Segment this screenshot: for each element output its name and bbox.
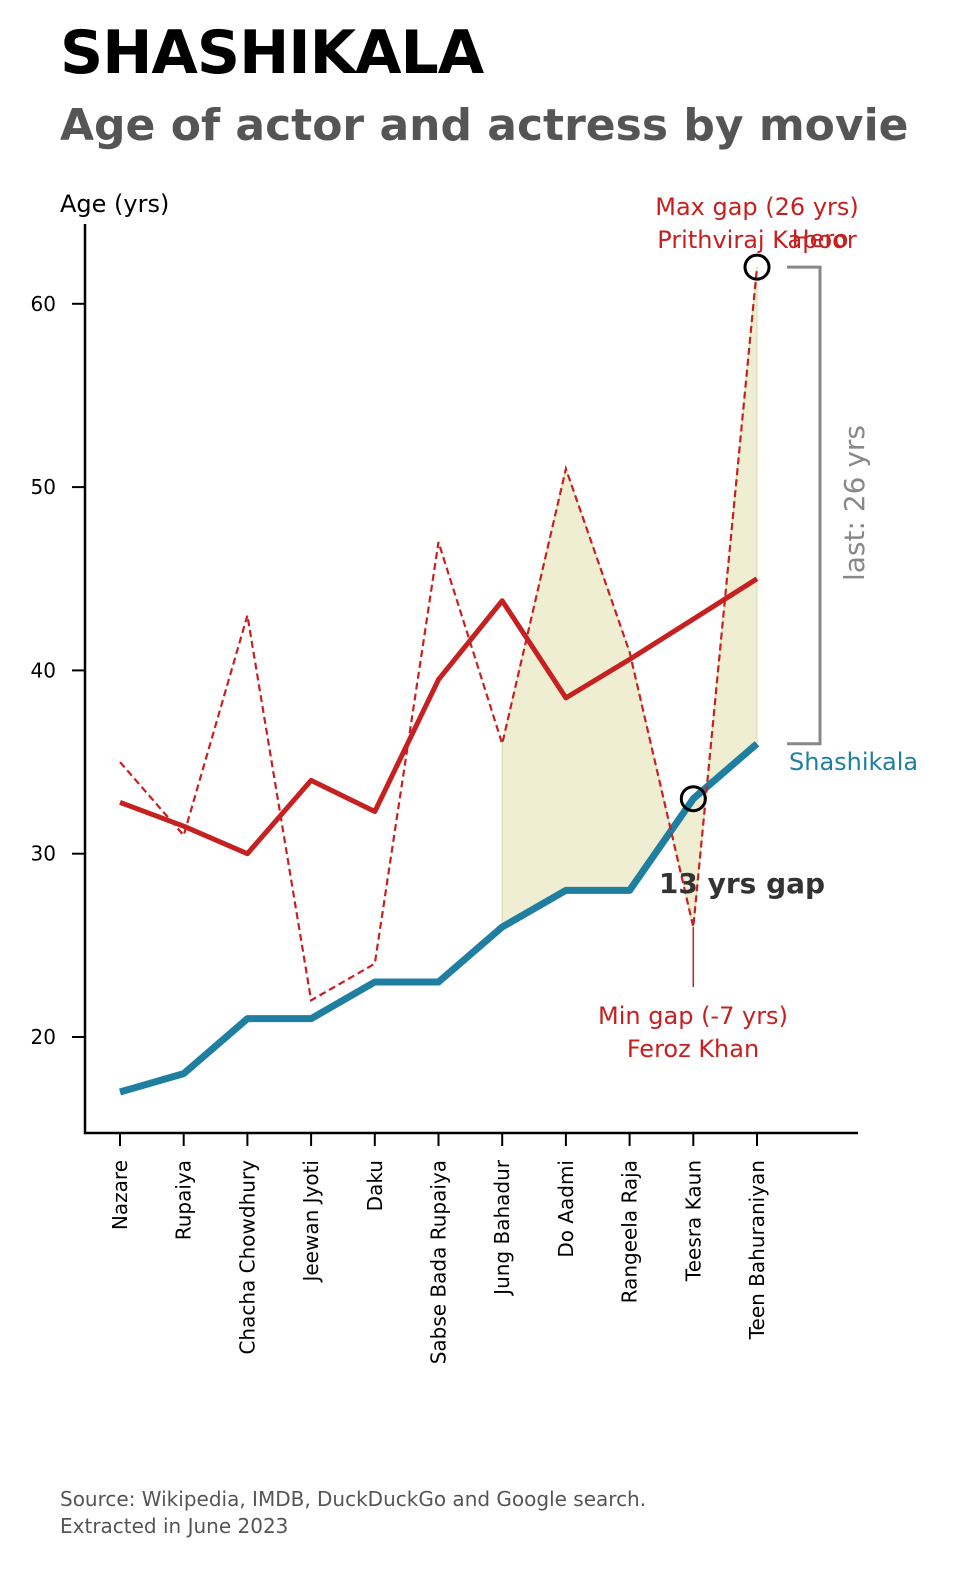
x-tick-label: Nazare (108, 1160, 132, 1230)
chart-subtitle: Age of actor and actress by movie (60, 100, 909, 151)
gap-shading (501, 267, 758, 928)
x-tick-label: Rangeela Raja (618, 1160, 642, 1303)
max-gap-actor-label: Prithviraj Kapoor (657, 226, 857, 254)
max-gap-overlay-label: Hero (792, 225, 849, 253)
min-gap-actor-label: Feroz Khan (627, 1035, 759, 1063)
x-tick-label: Do Aadmi (554, 1160, 578, 1258)
x-tick-label: Chacha Chowdhury (235, 1160, 259, 1355)
x-tick-label: Sabse Bada Rupaiya (427, 1160, 451, 1364)
extraction-date: Extracted in June 2023 (60, 1514, 289, 1538)
y-tick-label: 50 (31, 475, 56, 499)
current-gap-label: 13 yrs gap (659, 867, 825, 900)
shashikala-series-label: Shashikala (789, 748, 918, 776)
y-tick-label: 30 (31, 842, 56, 866)
source-line: Source: Wikipedia, IMDB, DuckDuckGo and … (60, 1487, 647, 1511)
last-gap-label: last: 26 yrs (838, 425, 871, 581)
chart-title: SHASHIKALA (60, 18, 484, 88)
min-gap-marker (679, 785, 707, 813)
y-axis-label: Age (yrs) (60, 190, 169, 218)
x-tick-label: Rupaiya (172, 1160, 196, 1240)
max-gap-label: Max gap (26 yrs) (655, 193, 859, 221)
y-tick-label: 40 (31, 658, 56, 682)
actor-age-smoothed-line (119, 576, 759, 857)
series-lines (119, 267, 760, 1096)
x-tick-label: Teen Bahuraniyan (745, 1160, 769, 1340)
x-tick-label: Jung Bahadur (490, 1159, 514, 1297)
x-tick-label: Teesra Kaun (681, 1160, 705, 1282)
x-tick-label: Jeewan Jyoti (299, 1160, 323, 1284)
gap-area (501, 267, 758, 928)
actress-age-line (119, 741, 760, 1096)
line-chart: Age (yrs) 20 30 40 50 60 Nazare Rupaiya Chacha… (31, 190, 919, 1364)
last-gap-bracket (787, 265, 822, 746)
axes (83, 224, 858, 1135)
x-tick-label: Daku (363, 1160, 387, 1211)
source-note: Source: Wikipedia, IMDB, DuckDuckGo and … (60, 1486, 646, 1540)
min-gap-label: Min gap (-7 yrs) (598, 1002, 788, 1030)
y-ticks: 20 30 40 50 60 (31, 292, 85, 1049)
actor-age-line (119, 267, 759, 1003)
y-tick-label: 20 (31, 1025, 56, 1049)
annotations: Max gap (26 yrs) Prithviraj Kapoor Hero … (598, 193, 918, 1063)
y-tick-label: 60 (31, 292, 56, 316)
x-ticks: Nazare Rupaiya Chacha Chowdhury Jeewan Jyot… (108, 1133, 769, 1364)
max-gap-marker (743, 253, 771, 281)
